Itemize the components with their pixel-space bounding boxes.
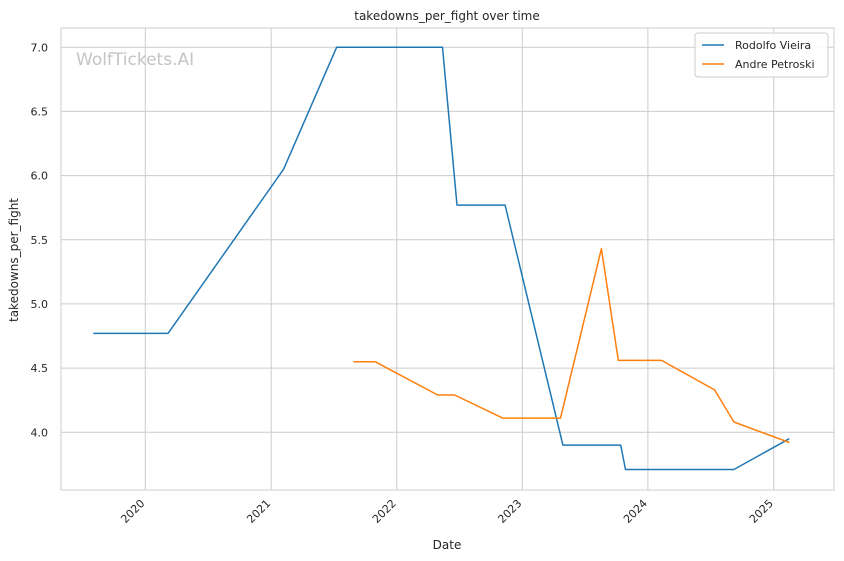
legend-label: Andre Petroski	[735, 58, 815, 71]
plot-frame	[60, 27, 835, 491]
y-axis-ticks: 4.0 4.5 5.0 5.5 6.0 6.5 7.0	[31, 41, 49, 439]
y-tick-label: 7.0	[31, 41, 49, 54]
chart-title: takedowns_per_fight over time	[354, 9, 540, 23]
legend-label: Rodolfo Vieira	[735, 39, 811, 52]
x-tick-label: 2024	[621, 497, 650, 526]
x-tick-label: 2022	[370, 497, 399, 526]
series-line-1	[93, 46, 790, 471]
y-tick-label: 5.0	[31, 298, 49, 311]
watermark: WolfTickets.AI	[76, 50, 194, 70]
y-tick-label: 4.5	[31, 362, 49, 375]
legend-box	[694, 32, 829, 78]
x-tick-label: 2023	[495, 497, 524, 526]
x-tick-label: 2025	[747, 497, 776, 526]
y-tick-label: 5.5	[31, 234, 49, 247]
y-tick-label: 6.5	[31, 105, 49, 118]
y-tick-label: 6.0	[31, 170, 49, 183]
x-tick-label: 2021	[244, 497, 273, 526]
y-axis-title: takedowns_per_fight	[7, 198, 21, 322]
x-tick-label: 2020	[118, 497, 147, 526]
y-tick-label: 4.0	[31, 426, 49, 439]
x-axis-ticks: 2020 2021 2022 2023 2024 2025	[118, 497, 776, 526]
x-axis-title: Date	[433, 538, 462, 552]
legend: Rodolfo Vieira Andre Petroski	[694, 32, 829, 78]
series-line-2	[353, 247, 790, 444]
plot-lines	[93, 46, 790, 471]
